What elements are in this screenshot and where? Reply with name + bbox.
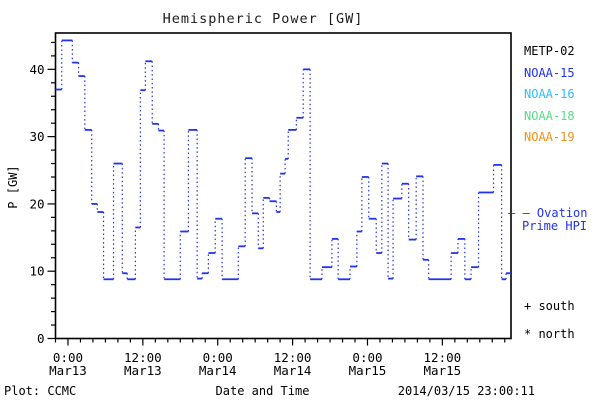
x-tick-time-label: 12:00: [424, 350, 462, 365]
x-tick-date-label: Mar13: [49, 363, 87, 378]
x-tick-time-label: 12:00: [274, 350, 312, 365]
y-tick-label: 0: [37, 331, 45, 346]
plot-credit: Plot: CCMC: [4, 384, 77, 398]
legend-item-noaa-16: NOAA-16: [524, 87, 575, 101]
x-tick-time-label: 12:00: [124, 350, 162, 365]
x-tick-date-label: Mar13: [124, 363, 162, 378]
x-tick-time-label: 0:00: [352, 350, 382, 365]
dashed-line-marker: – —: [508, 206, 530, 220]
plot-timestamp: 2014/03/15 23:00:11: [397, 384, 535, 398]
x-tick-time-label: 0:00: [203, 350, 233, 365]
legend-item-metp-02: METP-02: [524, 44, 575, 58]
legend-ovation-prime-hpi: – — Ovation Prime HPI: [508, 207, 588, 233]
y-tick-label: 10: [29, 264, 44, 279]
legend-satellites: METP-02 NOAA-15 NOAA-16 NOAA-18 NOAA-19: [524, 45, 575, 153]
x-tick-time-label: 0:00: [53, 350, 83, 365]
legend-item-north: * north: [524, 327, 575, 341]
legend-item-noaa-18: NOAA-18: [524, 108, 575, 123]
x-tick-date-label: Mar14: [199, 363, 237, 378]
x-tick-date-label: Mar14: [274, 363, 312, 378]
legend-ovation-line2: Prime HPI: [522, 219, 588, 233]
y-tick-label: 30: [29, 129, 44, 144]
y-tick-label: 40: [29, 62, 44, 77]
x-tick-date-label: Mar15: [349, 363, 387, 378]
x-tick-date-label: Mar15: [424, 363, 462, 378]
legend-item-noaa-19: NOAA-19: [524, 130, 575, 144]
legend-item-noaa-15: NOAA-15: [524, 65, 575, 80]
legend-ovation-line1: Ovation: [536, 206, 588, 220]
y-tick-label: 20: [29, 196, 44, 211]
plot-border: [54, 32, 512, 340]
chart-title: Hemispheric Power [GW]: [162, 11, 364, 27]
legend-item-south: + south: [524, 299, 575, 313]
x-axis-label: Date and Time: [215, 384, 310, 398]
legend-hemisphere-markers: + south * north: [524, 300, 575, 356]
